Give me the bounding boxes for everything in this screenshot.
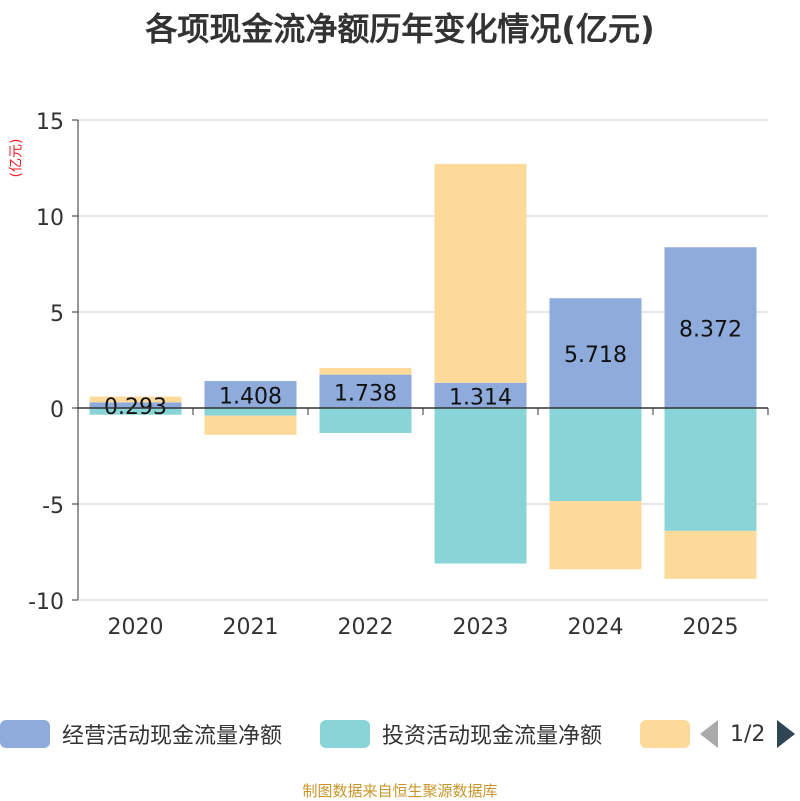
legend: 经营活动现金流量净额 投资活动现金流量净额 1/2 [0, 712, 800, 756]
y-tick-label: -10 [28, 590, 64, 615]
data-label-2025: 8.372 [679, 318, 742, 343]
legend-swatch-operating [0, 720, 50, 748]
chart-title: 各项现金流净额历年变化情况(亿元) [145, 10, 655, 48]
bar-series1-2020[interactable] [89, 408, 182, 415]
x-tick-label: 2022 [338, 615, 394, 640]
bar-series2-2025[interactable] [664, 530, 757, 579]
legend-swatch-investing [320, 720, 370, 748]
legend-swatch-financing [640, 720, 690, 748]
bar-series2-2024[interactable] [549, 501, 642, 570]
bars [89, 163, 757, 579]
data-label-2022: 1.738 [334, 381, 397, 406]
bar-series1-2021[interactable] [204, 408, 297, 416]
y-axis-unit-label: (亿元) [8, 138, 25, 178]
bar-series0-2025[interactable] [664, 247, 757, 408]
legend-item-financing[interactable] [640, 712, 702, 756]
pager-page-indicator: 1/2 [730, 721, 766, 747]
pager-next-icon[interactable] [777, 720, 796, 748]
bar-series2-2022[interactable] [319, 367, 412, 375]
legend-pager: 1/2 [700, 712, 796, 756]
pager-prev-icon[interactable] [700, 720, 718, 748]
legend-item-operating[interactable]: 经营活动现金流量净额 [0, 712, 282, 756]
bar-series1-2025[interactable] [664, 408, 757, 531]
bar-series1-2023[interactable] [434, 408, 527, 564]
y-tick-label: 5 [50, 302, 64, 327]
legend-item-investing[interactable]: 投资活动现金流量净额 [320, 712, 602, 756]
bar-series0-2022[interactable] [319, 374, 412, 408]
x-tick-label: 2021 [223, 615, 279, 640]
data-label-2021: 1.408 [219, 384, 282, 409]
x-tick-label: 2023 [453, 615, 509, 640]
bar-series0-2020[interactable] [89, 402, 182, 408]
y-tick-label: -5 [42, 494, 64, 519]
legend-label-operating: 经营活动现金流量净额 [62, 724, 283, 749]
data-label-2024: 5.718 [564, 343, 627, 368]
axes: 15 10 5 0 -5 -10 2020 2021 2022 2023 2024 2025 [28, 110, 769, 640]
bar-series0-2024[interactable] [549, 298, 642, 408]
bar-series2-2021[interactable] [204, 415, 297, 435]
source-note: 制图数据来自恒生聚源数据库 [302, 782, 498, 800]
y-tick-label: 15 [36, 110, 64, 135]
x-tick-label: 2025 [683, 615, 739, 640]
legend-label-investing: 投资活动现金流量净额 [382, 724, 603, 749]
data-label-2023: 1.314 [449, 385, 512, 410]
bar-series2-2023[interactable] [434, 163, 527, 383]
x-tick-label: 2024 [568, 615, 624, 640]
bar-series1-2022[interactable] [319, 408, 412, 433]
grid-lines [78, 119, 768, 601]
bar-series0-2023[interactable] [434, 382, 527, 408]
bar-series0-2021[interactable] [204, 380, 297, 408]
bar-series2-2020[interactable] [89, 396, 182, 403]
y-tick-label: 0 [50, 398, 64, 423]
bar-series1-2024[interactable] [549, 408, 642, 502]
x-tick-label: 2020 [108, 615, 164, 640]
y-tick-label: 10 [36, 206, 64, 231]
